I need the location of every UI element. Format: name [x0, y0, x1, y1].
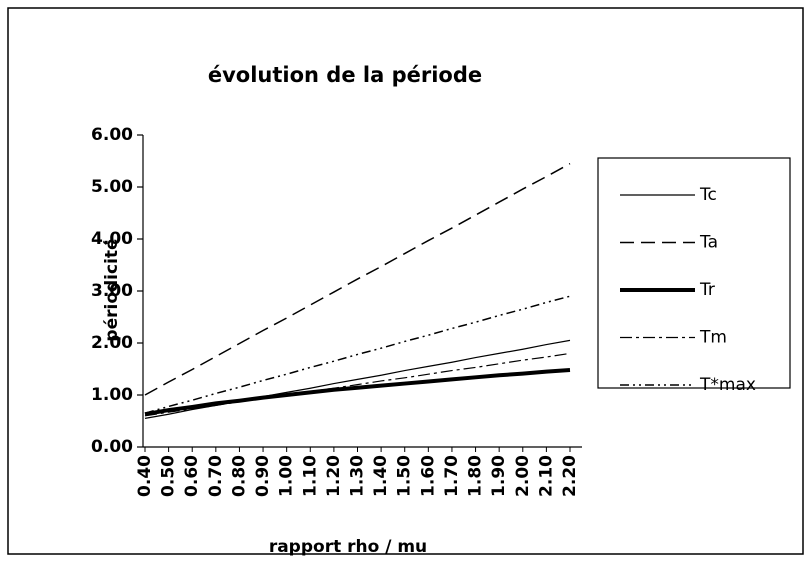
x-tick-label: 0.40	[135, 455, 155, 497]
y-tick-label: 3.00	[91, 281, 133, 301]
x-tick-label: 1.40	[371, 455, 391, 497]
x-tick-label: 1.90	[489, 455, 509, 497]
x-tick-label: 1.70	[442, 455, 462, 497]
x-tick-label: 1.30	[348, 455, 368, 497]
x-tick-label: 2.00	[513, 455, 533, 497]
legend-label: Ta	[699, 233, 718, 253]
x-tick-label: 1.80	[466, 455, 486, 497]
x-tick-label: 1.50	[395, 455, 415, 497]
legend-label: Tr	[699, 280, 715, 300]
y-tick-label: 0.00	[91, 437, 133, 457]
x-tick-label: 0.80	[229, 455, 249, 497]
x-tick-label: 0.90	[253, 455, 273, 497]
legend-box	[597, 157, 791, 389]
series-line	[144, 295, 571, 414]
y-tick-label: 2.00	[91, 333, 133, 353]
series-line	[144, 368, 571, 417]
legend-label: Tc	[699, 185, 717, 205]
x-tick-label: 0.50	[159, 455, 179, 497]
series-line	[144, 162, 571, 396]
x-tick-label: 1.00	[277, 455, 297, 497]
x-tick-label: 0.70	[206, 455, 226, 497]
x-tick-label: 2.20	[560, 455, 580, 497]
y-axis-label: périodicité	[102, 238, 122, 341]
x-tick-label: 1.20	[324, 455, 344, 497]
x-axis-label: rapport rho / mu	[269, 537, 427, 557]
legend-label: Tm	[699, 328, 727, 348]
x-tick-label: 0.60	[182, 455, 202, 497]
x-tick-label: 1.60	[418, 455, 438, 497]
y-tick-label: 5.00	[91, 177, 133, 197]
y-tick-label: 1.00	[91, 385, 133, 405]
x-tick-label: 1.10	[300, 455, 320, 497]
series-line	[144, 352, 571, 417]
legend-label: T*max	[699, 375, 756, 395]
y-tick-label: 6.00	[91, 125, 133, 145]
y-tick-label: 4.00	[91, 229, 133, 249]
chart-title: évolution de la période	[208, 63, 482, 87]
x-tick-label: 2.10	[536, 455, 556, 497]
